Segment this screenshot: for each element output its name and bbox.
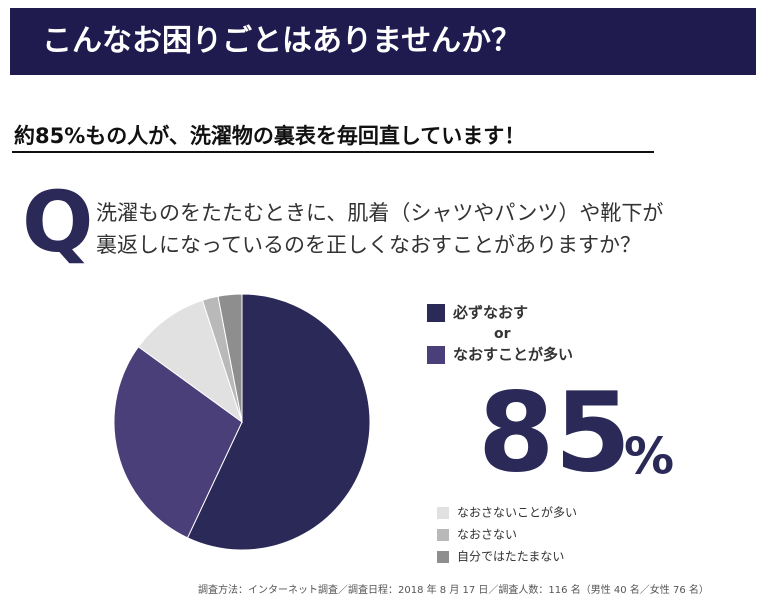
legend-swatch [427, 346, 445, 364]
legend-label: 必ずなおす [452, 304, 528, 322]
legend-swatch [437, 529, 449, 541]
legend-label: なおさない [457, 528, 517, 542]
survey-note: 調査方法：インターネット調査／調査日程：2018 年 8 月 17 日／調査人数… [198, 583, 709, 596]
legend-label: 自分ではたたまない [457, 550, 564, 564]
header-title: こんなお困りごとはありませんか？ [42, 24, 521, 59]
legend-label: なおさないことが多い [457, 505, 577, 520]
question-line: 裏返しになっているのを正しくなおすことがありますか？ [96, 233, 641, 257]
pie-slice [186, 293, 371, 551]
question-line: 洗濯ものをたたむときに、肌着（シャツやパンツ）や靴下が [96, 201, 663, 225]
legend-swatch [427, 304, 445, 322]
header-banner [10, 8, 756, 75]
subtitle: 約85%もの人が、洗濯物の裏表を毎回直しています！ [14, 124, 525, 148]
pie-slice [217, 293, 243, 423]
legend-swatch [437, 507, 449, 519]
legend-connector: or [494, 326, 511, 342]
pie-slice [113, 346, 243, 539]
highlight-unit: % [624, 428, 674, 486]
highlight-value: 85 [478, 368, 631, 496]
legend-swatch [437, 551, 449, 563]
q-mark: Q [22, 173, 93, 271]
pie [113, 293, 371, 551]
pie-slice [137, 299, 243, 424]
legend-label: なおすことが多い [453, 346, 573, 364]
